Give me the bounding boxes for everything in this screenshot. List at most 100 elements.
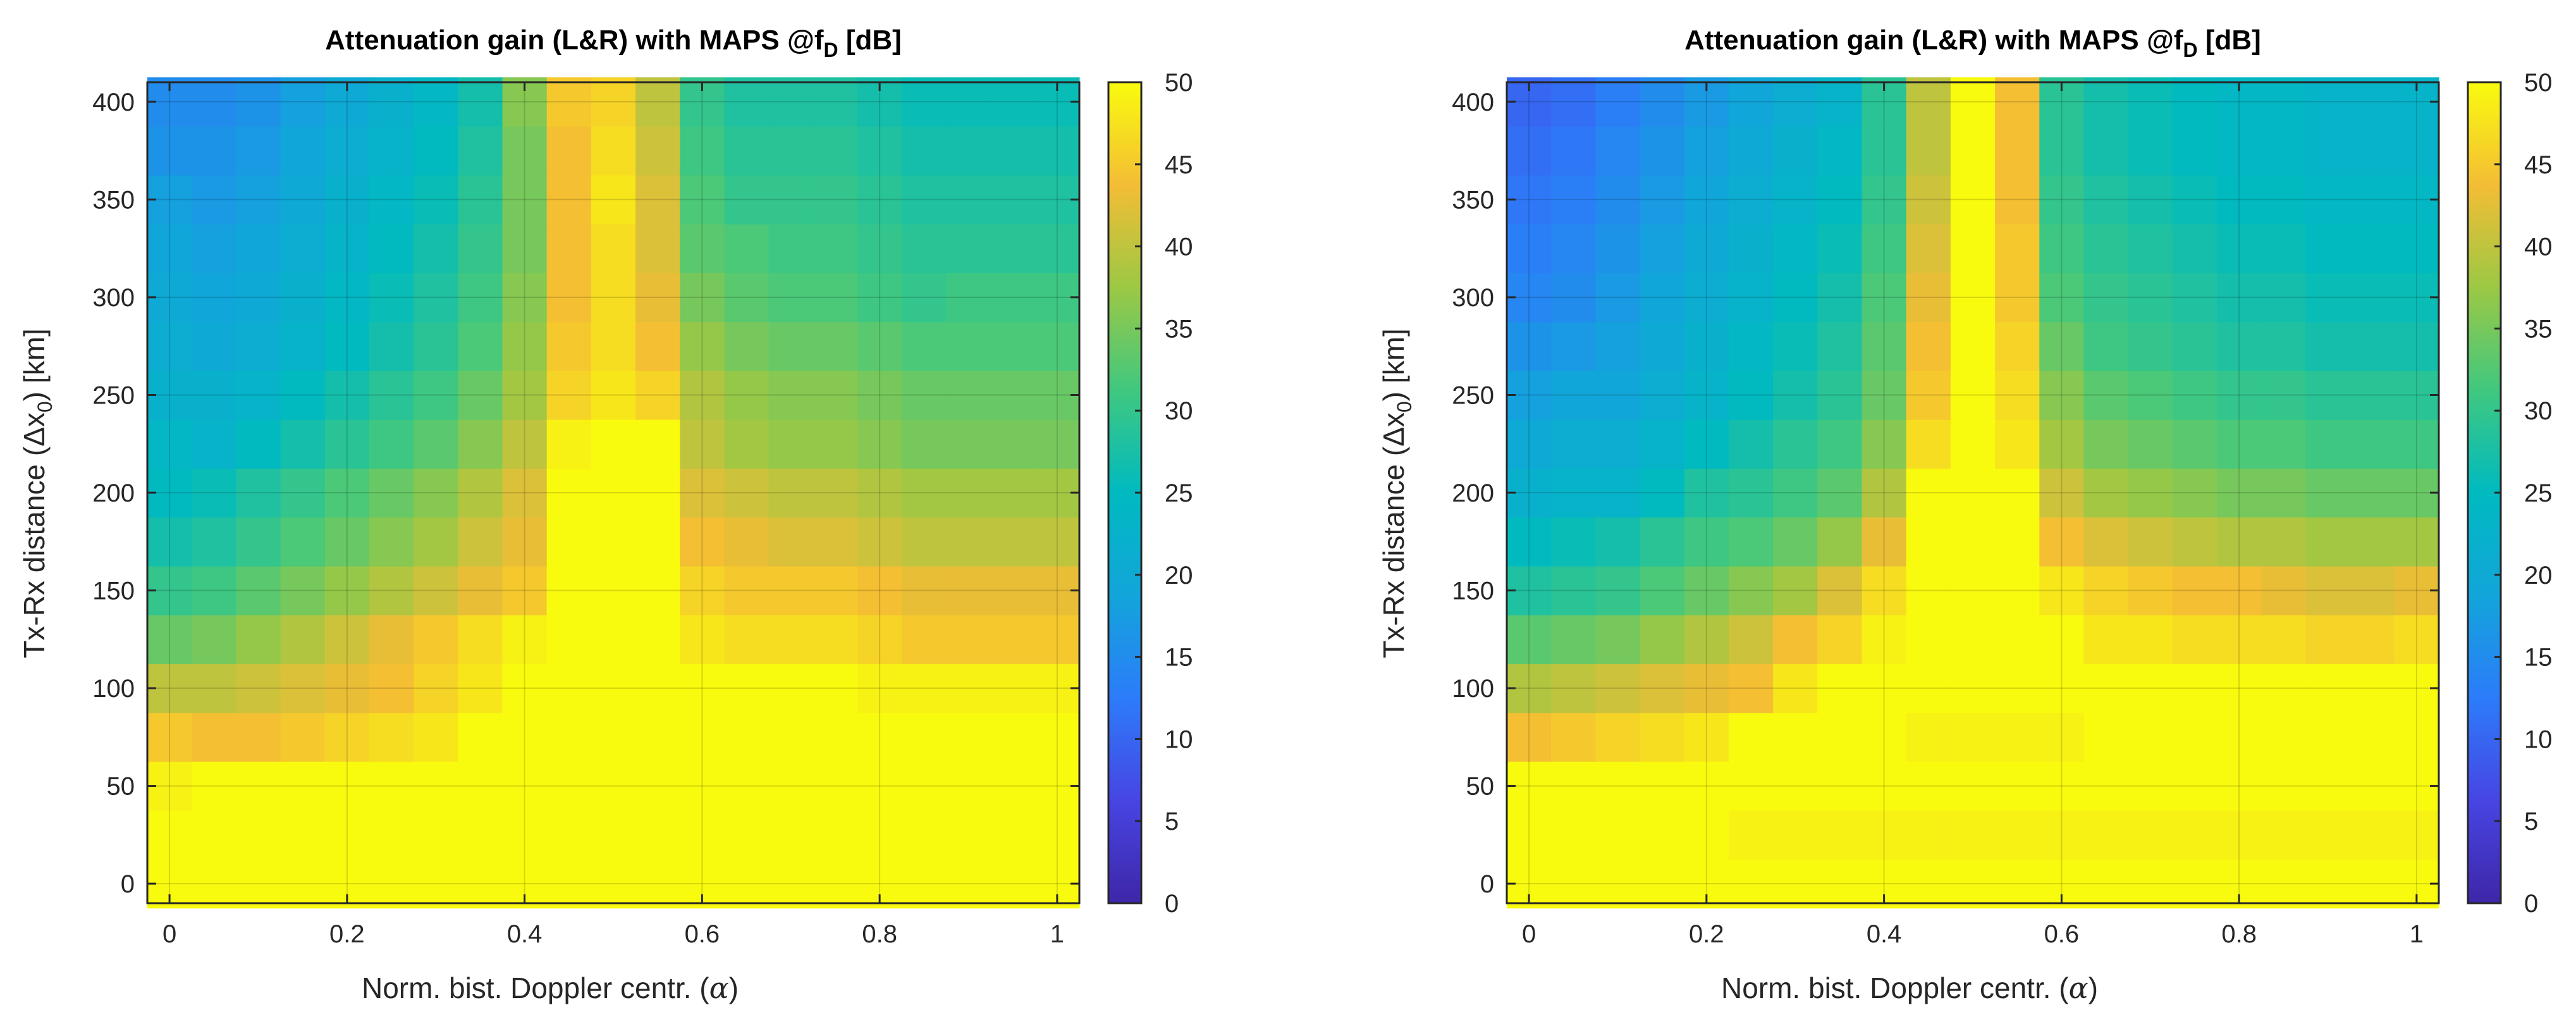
heatmap-cell (2261, 321, 2307, 371)
x-axis-label-2: Norm. bist. Doppler centr. (α) (1721, 971, 2098, 1005)
heatmap-cell (813, 370, 858, 420)
heatmap-cell (502, 712, 548, 762)
heatmap-cell (591, 712, 636, 762)
heatmap-cell (1728, 77, 1774, 127)
heatmap-cell (1595, 175, 1641, 225)
heatmap-cell (2039, 224, 2085, 273)
heatmap-cell (2305, 175, 2351, 225)
heatmap-cell (2394, 810, 2439, 860)
heatmap-cell (192, 859, 236, 909)
heatmap-cell (414, 273, 458, 323)
heatmap-cell (857, 126, 902, 176)
heatmap-cell (1507, 810, 1552, 860)
x-tick-label: 0.6 (2044, 920, 2080, 948)
x-tick-label: 0.4 (507, 920, 543, 948)
chart-title-tail-2: [dB] (2198, 25, 2261, 56)
heatmap-cell (458, 712, 503, 762)
heatmap-cell (1640, 175, 1685, 225)
heatmap-cell (280, 175, 326, 225)
heatmap-cell (414, 565, 458, 615)
heatmap-cell (546, 419, 592, 469)
heatmap-cell (1906, 712, 1951, 762)
heatmap-cell (1906, 224, 1951, 273)
heatmap-cell (680, 224, 725, 273)
heatmap-cell (2083, 761, 2129, 811)
heatmap-cell (1995, 565, 2040, 615)
heatmap-cell (2039, 370, 2085, 420)
y-tick-label: 50 (107, 773, 135, 801)
heatmap-cell (236, 273, 281, 323)
colorbar-tick-label: 50 (2524, 69, 2553, 97)
heatmap-cell (813, 615, 858, 665)
heatmap-cell (1995, 761, 2040, 811)
heatmap-cell (236, 761, 281, 811)
y-axis-label-1: Tx-Rx distance (Δx0) [km] (18, 328, 56, 658)
heatmap-cell (280, 615, 326, 665)
heatmap-cell (2350, 370, 2395, 420)
heatmap-cell (902, 273, 947, 323)
colorbar-tick-label: 40 (2524, 233, 2553, 261)
heatmap-cell (680, 419, 725, 469)
heatmap-cell (458, 615, 503, 665)
heatmap-cell (680, 175, 725, 225)
heatmap-cell (857, 517, 902, 567)
heatmap-cell (1995, 712, 2040, 762)
heatmap-cell (1906, 517, 1951, 567)
heatmap-cell (1861, 126, 1907, 176)
heatmap-cell (1640, 468, 1685, 518)
heatmap-cell (2350, 761, 2395, 811)
heatmap-cell (2083, 468, 2129, 518)
heatmap-cell (502, 419, 548, 469)
heatmap-cell (1640, 224, 1685, 273)
heatmap-cell (990, 77, 1036, 127)
heatmap-cell (2217, 321, 2262, 371)
colorbar-1: 0 5 10 15 20 25 30 35 40 45 50 (1107, 69, 1193, 918)
heatmap-cell (192, 663, 236, 713)
heatmap-cell (680, 663, 725, 713)
heatmap-cell (280, 859, 326, 909)
heatmap-cell (1906, 77, 1951, 127)
heatmap-cell (857, 370, 902, 420)
heatmap-cell (857, 321, 902, 371)
heatmap-cell (635, 468, 680, 518)
y-tick-label: 300 (92, 284, 135, 312)
heatmap-cell (2039, 663, 2085, 713)
heatmap-cell (1906, 468, 1951, 518)
heatmap-cell (546, 517, 592, 567)
colorbar-tick-label: 15 (1165, 644, 1193, 672)
heatmap-cell (1551, 615, 1596, 665)
heatmap-cell (236, 370, 281, 420)
heatmap-cell (990, 468, 1036, 518)
heatmap-cell (1906, 126, 1951, 176)
heatmap-cell (1640, 761, 1685, 811)
heatmap-cell (635, 615, 680, 665)
heatmap-cell (591, 565, 636, 615)
heatmap-cell (502, 224, 548, 273)
colorbar-tick-label: 25 (1165, 479, 1193, 507)
heatmap-cell (2261, 175, 2307, 225)
heatmap-cell (369, 761, 414, 811)
heatmap-cell (902, 175, 947, 225)
heatmap-cell (946, 761, 991, 811)
heatmap-cell (1684, 273, 1729, 323)
heatmap-cell (280, 663, 326, 713)
heatmap-cell (2172, 370, 2217, 420)
heatmap-cell (280, 419, 326, 469)
heatmap-cell (902, 663, 947, 713)
colorbar-tick-label: 45 (2524, 151, 2553, 179)
heatmap-cell (1507, 321, 1552, 371)
heatmap-cell (902, 468, 947, 518)
heatmap-cell (1861, 712, 1907, 762)
x-tick-label: 1 (2410, 920, 2424, 948)
heatmap-cell (768, 859, 814, 909)
colorbar-2: 0 5 10 15 20 25 30 35 40 45 50 (2467, 69, 2553, 918)
heatmap-cell (2217, 517, 2262, 567)
heatmap-cell (2350, 224, 2395, 273)
heatmap-cell (1950, 859, 1996, 909)
heatmap-cell (2261, 468, 2307, 518)
heatmap-cell (768, 77, 814, 127)
heatmap-cell (902, 370, 947, 420)
heatmap-cell (813, 517, 858, 567)
heatmap-cell (192, 77, 236, 127)
